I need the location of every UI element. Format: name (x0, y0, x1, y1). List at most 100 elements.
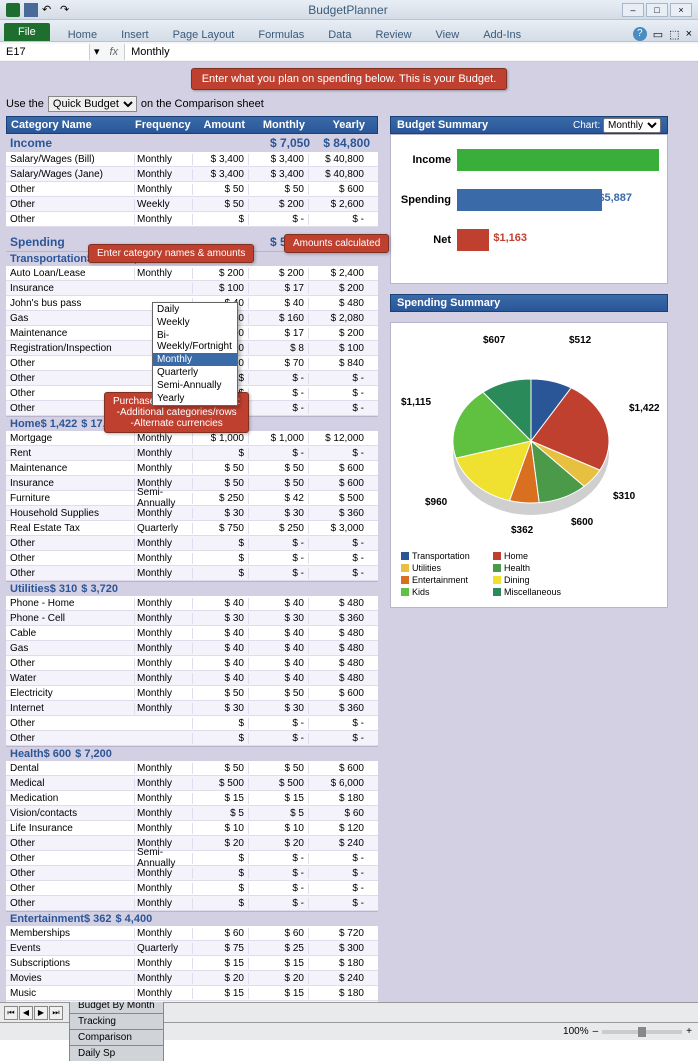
minimize-button[interactable]: – (622, 3, 644, 17)
table-row[interactable]: HobbiesWeekly$ 15$ 60$ 780 (6, 1001, 378, 1002)
sheet-tab-daily-sp[interactable]: Daily Sp (69, 1045, 164, 1061)
table-row[interactable]: OtherMonthly$$ -$ - (6, 536, 378, 551)
table-row[interactable]: OtherWeekly$ 50$ 200$ 2,600 (6, 197, 378, 212)
maximize-button[interactable]: □ (646, 3, 668, 17)
subsection-utilities: Utilities$ 310$ 3,720 (6, 581, 378, 596)
table-row[interactable]: OtherMonthly$$ -$ - (6, 866, 378, 881)
close-button[interactable]: × (670, 3, 692, 17)
dropdown-option[interactable]: Quarterly (153, 366, 237, 379)
legend-item: Transportation (401, 551, 481, 561)
legend-item: Home (493, 551, 573, 561)
table-row[interactable]: Salary/Wages (Bill)Monthly$ 3,400$ 3,400… (6, 152, 378, 167)
pie-label: $960 (425, 497, 447, 508)
name-box[interactable]: E17 (0, 44, 90, 60)
table-row[interactable]: DentalMonthly$ 50$ 50$ 600 (6, 761, 378, 776)
tab-nav-prev[interactable]: ◀ (19, 1006, 33, 1020)
spending-summary-header: Spending Summary (390, 294, 668, 312)
ribbon-tab-insert[interactable]: Insert (109, 26, 161, 45)
table-row[interactable]: OtherMonthly$$ -$ - (6, 881, 378, 896)
table-row[interactable]: Salary/Wages (Jane)Monthly$ 3,400$ 3,400… (6, 167, 378, 182)
table-row[interactable]: InternetMonthly$ 30$ 30$ 360 (6, 701, 378, 716)
zoom-slider[interactable] (602, 1030, 682, 1034)
table-row[interactable]: Life InsuranceMonthly$ 10$ 10$ 120 (6, 821, 378, 836)
table-row[interactable]: FurnitureSemi-Annually$ 250$ 42$ 500 (6, 491, 378, 506)
table-row[interactable]: MedicalMonthly$ 500$ 500$ 6,000 (6, 776, 378, 791)
tab-nav-next[interactable]: ▶ (34, 1006, 48, 1020)
table-row[interactable]: Vision/contactsMonthly$ 5$ 5$ 60 (6, 806, 378, 821)
fx-icon[interactable]: fx (104, 46, 125, 58)
dropdown-option[interactable]: Weekly (153, 316, 237, 329)
table-row[interactable]: CableMonthly$ 40$ 40$ 480 (6, 626, 378, 641)
ribbon-tab-page-layout[interactable]: Page Layout (161, 26, 247, 45)
sheet-tab-tracking[interactable]: Tracking (69, 1013, 164, 1029)
formula-input[interactable]: Monthly (124, 44, 698, 60)
save-icon[interactable] (24, 3, 38, 17)
table-row[interactable]: ElectricityMonthly$ 50$ 50$ 600 (6, 686, 378, 701)
ribbon-tab-review[interactable]: Review (363, 26, 423, 45)
table-row[interactable]: MoviesMonthly$ 20$ 20$ 240 (6, 971, 378, 986)
table-row[interactable]: OtherMonthly$$ -$ - (6, 212, 378, 227)
table-row[interactable]: MembershipsMonthly$ 60$ 60$ 720 (6, 926, 378, 941)
tab-nav-last[interactable]: ⏭ (49, 1006, 63, 1020)
dropdown-option[interactable]: Bi-Weekly/Fortnight (153, 329, 237, 353)
legend-item: Miscellaneous (493, 587, 573, 597)
use-prefix: Use the (6, 98, 44, 110)
table-row[interactable]: RentMonthly$$ -$ - (6, 446, 378, 461)
table-row[interactable]: Phone - CellMonthly$ 30$ 30$ 360 (6, 611, 378, 626)
zoom-out-button[interactable]: – (593, 1026, 599, 1037)
redo-icon[interactable]: ↷ (60, 3, 74, 17)
name-box-dropdown-icon[interactable]: ▾ (90, 45, 104, 58)
file-tab[interactable]: File (4, 23, 50, 41)
table-row[interactable]: SubscriptionsMonthly$ 15$ 15$ 180 (6, 956, 378, 971)
ribbon-tab-data[interactable]: Data (316, 26, 363, 45)
help-icon[interactable]: ? (633, 27, 647, 41)
minimize-ribbon-icon[interactable]: ▭ (653, 28, 663, 41)
dropdown-option[interactable]: Semi-Annually (153, 379, 237, 392)
table-row[interactable]: OtherMonthly$ 50$ 50$ 600 (6, 182, 378, 197)
dropdown-option[interactable]: Daily (153, 303, 237, 316)
table-row[interactable]: GasMonthly$ 40$ 40$ 480 (6, 641, 378, 656)
sheet-tab-comparison[interactable]: Comparison (69, 1029, 164, 1045)
ribbon-tab-view[interactable]: View (424, 26, 472, 45)
close-workbook-icon[interactable]: × (686, 28, 692, 40)
chart-period-select[interactable]: Monthly (603, 118, 661, 133)
table-row[interactable]: Other$$ -$ - (6, 716, 378, 731)
table-row[interactable]: WaterMonthly$ 40$ 40$ 480 (6, 671, 378, 686)
table-row[interactable]: OtherMonthly$ 40$ 40$ 480 (6, 656, 378, 671)
table-row[interactable]: Insurance$ 100$ 17$ 200 (6, 281, 378, 296)
table-row[interactable]: MusicMonthly$ 15$ 15$ 180 (6, 986, 378, 1001)
tab-nav-first[interactable]: ⏮ (4, 1006, 18, 1020)
table-row[interactable]: Auto Loan/LeaseMonthly$ 200$ 200$ 2,400 (6, 266, 378, 281)
ribbon-tab-add-ins[interactable]: Add-Ins (471, 26, 533, 45)
table-row[interactable]: EventsQuarterly$ 75$ 25$ 300 (6, 941, 378, 956)
window-icon[interactable]: ⬚ (669, 28, 679, 41)
pie-label: $1,115 (401, 397, 431, 408)
comparison-select[interactable]: Quick Budget (48, 96, 137, 112)
table-row[interactable]: InsuranceMonthly$ 50$ 50$ 600 (6, 476, 378, 491)
pie-label: $1,422 (629, 403, 660, 414)
table-row[interactable]: MortgageMonthly$ 1,000$ 1,000$ 12,000 (6, 431, 378, 446)
zoom-in-button[interactable]: + (686, 1026, 692, 1037)
frequency-dropdown-open[interactable]: DailyWeeklyBi-Weekly/FortnightMonthlyQua… (152, 302, 238, 406)
dropdown-option[interactable]: Yearly (153, 392, 237, 405)
excel-icon (6, 3, 20, 17)
table-row[interactable]: Phone - HomeMonthly$ 40$ 40$ 480 (6, 596, 378, 611)
header-monthly: Monthly (249, 119, 309, 131)
dropdown-option[interactable]: Monthly (153, 353, 237, 366)
summary-panel: Budget Summary Chart: Monthly Income$7,0… (390, 116, 668, 1002)
table-row[interactable]: OtherMonthly$ 20$ 20$ 240 (6, 836, 378, 851)
table-row[interactable]: Other$$ -$ - (6, 731, 378, 746)
ribbon-tab-formulas[interactable]: Formulas (246, 26, 316, 45)
table-row[interactable]: OtherMonthly$$ -$ - (6, 551, 378, 566)
ribbon-tab-home[interactable]: Home (56, 26, 109, 45)
undo-icon[interactable]: ↶ (42, 3, 56, 17)
zoom-level: 100% (563, 1026, 589, 1037)
table-row[interactable]: OtherMonthly$$ -$ - (6, 896, 378, 911)
table-row[interactable]: Real Estate TaxQuarterly$ 750$ 250$ 3,00… (6, 521, 378, 536)
table-row[interactable]: OtherSemi-Annually$$ -$ - (6, 851, 378, 866)
table-row[interactable]: MedicationMonthly$ 15$ 15$ 180 (6, 791, 378, 806)
table-row[interactable]: MaintenanceMonthly$ 50$ 50$ 600 (6, 461, 378, 476)
table-row[interactable]: Household SuppliesMonthly$ 30$ 30$ 360 (6, 506, 378, 521)
subsection-health: Health$ 600$ 7,200 (6, 746, 378, 761)
table-row[interactable]: OtherMonthly$$ -$ - (6, 566, 378, 581)
